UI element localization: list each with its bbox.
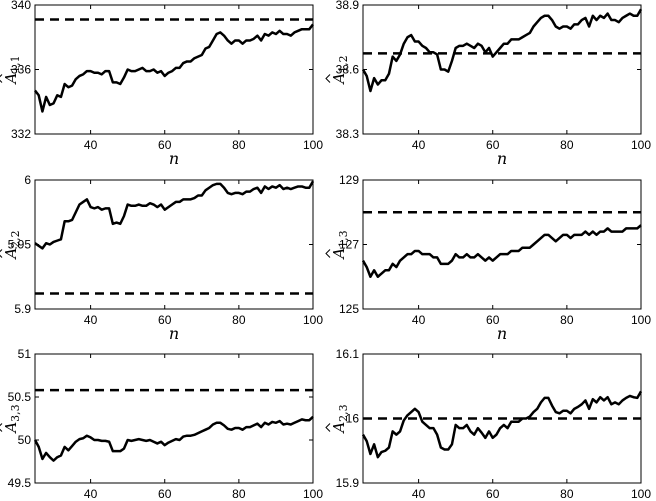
axes-box (362, 4, 642, 135)
x-tick-label: 80 (560, 313, 574, 327)
x-tick-label: 100 (631, 313, 651, 327)
y-axis-label: A2,3 (325, 404, 350, 435)
hat-accent-icon (325, 74, 331, 83)
y-axis-label-subscript: 2,2 (9, 230, 22, 248)
x-tick-label: 100 (631, 487, 651, 501)
x-tick-label: 60 (158, 138, 172, 152)
y-tick-label: 5.9 (14, 302, 31, 316)
x-tick-label: 40 (84, 313, 98, 327)
series-line (361, 224, 642, 278)
x-tick-label: 60 (486, 138, 500, 152)
y-tick-label: 15.9 (336, 476, 360, 490)
y-tick-label: 129 (339, 173, 359, 187)
series-line (361, 390, 643, 459)
x-tick-label: 80 (232, 138, 246, 152)
x-tick-label: 60 (158, 487, 172, 501)
axes-box (362, 179, 642, 310)
y-axis-label-subscript: 2,3 (337, 404, 350, 422)
x-axis-label: n (169, 498, 179, 501)
y-tick-label: 332 (11, 127, 31, 141)
hat-accent-icon (0, 423, 3, 432)
y-tick-label: 127 (339, 238, 359, 252)
y-axis-label-subscript: 1,1 (9, 55, 22, 73)
y-tick-label: 16 (346, 412, 360, 426)
axes-box (34, 353, 314, 484)
y-tick-label: 125 (339, 302, 359, 316)
y-axis-label-text: A1,2 (330, 55, 350, 85)
y-axis-label-symbol: A (330, 422, 348, 435)
y-axis-label-symbol: A (330, 73, 348, 86)
y-axis-label-text: A3,3 (2, 404, 22, 434)
x-tick-label: 100 (303, 487, 323, 501)
subplot-3: 40 60 80 100 5.9 5.95 6 n A2,2 (0, 173, 323, 343)
hat-accent-icon (325, 249, 331, 258)
y-tick-label: 340 (11, 0, 31, 12)
subplot-4: 40 60 80 100 125 127 129 n A1,3 (325, 173, 651, 343)
y-tick-label: 38.6 (336, 63, 360, 77)
y-axis-label-symbol: A (330, 248, 348, 261)
y-axis-label-symbol: A (2, 73, 20, 86)
hat-accent-icon (0, 74, 3, 83)
x-tick-label: 60 (158, 313, 172, 327)
y-tick-label: 38.3 (336, 127, 360, 141)
x-tick-label: 100 (303, 138, 323, 152)
y-axis-label-symbol: A (2, 248, 20, 261)
x-tick-label: 100 (303, 313, 323, 327)
y-axis-label-text: A2,3 (330, 404, 350, 434)
x-tick-label: 60 (486, 487, 500, 501)
hat-accent-icon (325, 423, 331, 432)
x-tick-label: 40 (84, 487, 98, 501)
y-axis-label-text: A1,1 (2, 55, 22, 85)
y-axis-label: A1,1 (0, 55, 22, 86)
axes-box (34, 179, 314, 310)
y-axis-label-subscript: 1,3 (337, 230, 350, 248)
series-line (33, 415, 314, 462)
x-tick-label: 80 (232, 313, 246, 327)
subplot-1: 40 60 80 100 332 336 340 n A1,1 (0, 0, 323, 168)
x-axis-label: n (169, 324, 179, 343)
y-axis-label-text: A1,3 (330, 230, 350, 260)
subplot-2: 40 60 80 100 38.3 38.6 38.9 n A1,2 (325, 0, 651, 168)
x-tick-label: 100 (631, 138, 651, 152)
y-axis-label-text: A2,2 (2, 230, 22, 260)
y-tick-label: 336 (11, 63, 31, 77)
y-axis-label: A2,2 (0, 230, 22, 261)
y-tick-label: 51 (18, 347, 32, 361)
y-axis-label-symbol: A (2, 422, 20, 435)
x-tick-label: 80 (560, 138, 574, 152)
y-tick-label: 6 (24, 173, 31, 187)
x-tick-label: 40 (412, 487, 426, 501)
y-axis-label: A1,2 (325, 55, 350, 86)
series-line (361, 8, 643, 93)
y-axis-label: A1,3 (325, 230, 350, 261)
x-tick-label: 40 (412, 138, 426, 152)
x-tick-label: 80 (232, 487, 246, 501)
subplot-5: 40 60 80 100 49.5 50 50.5 51 n A3,3 (0, 347, 323, 501)
hat-accent-icon (0, 249, 3, 258)
x-tick-label: 40 (84, 138, 98, 152)
y-axis-label-subscript: 3,3 (9, 404, 22, 422)
x-axis-label: n (497, 324, 507, 343)
series-line (34, 180, 315, 250)
x-axis-label: n (169, 149, 179, 168)
series-line (34, 23, 314, 113)
x-axis-label: n (497, 498, 507, 501)
y-tick-label: 5.95 (8, 238, 32, 252)
subplot-6: 40 60 80 100 15.9 16 16.1 n A2,3 (325, 347, 651, 501)
x-axis-label: n (497, 149, 507, 168)
x-tick-label: 40 (412, 313, 426, 327)
x-tick-label: 80 (560, 487, 574, 501)
y-tick-label: 50 (18, 433, 32, 447)
y-tick-label: 50.5 (8, 390, 32, 404)
x-tick-label: 60 (486, 313, 500, 327)
y-tick-label: 49.5 (8, 476, 32, 490)
y-axis-label-subscript: 1,2 (337, 55, 350, 73)
y-tick-label: 16.1 (336, 347, 360, 361)
y-axis-label: A3,3 (0, 404, 22, 435)
y-tick-label: 38.9 (336, 0, 360, 12)
